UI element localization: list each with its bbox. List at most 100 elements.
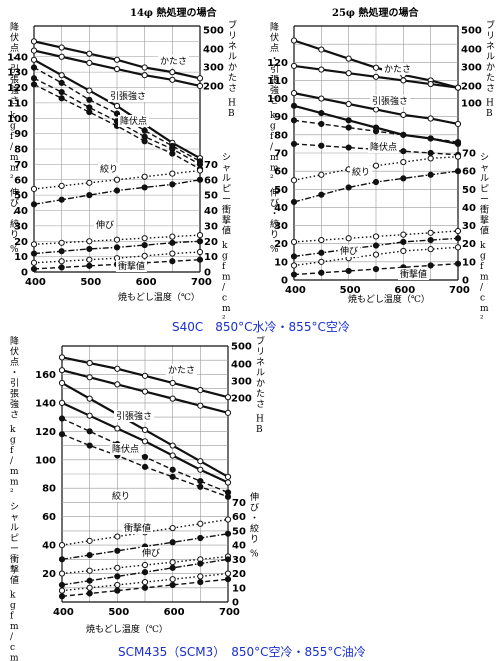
series-2-point-2 xyxy=(86,87,93,94)
right2-tick-20: 20 xyxy=(462,239,476,250)
hardness-label-char: リ xyxy=(486,32,495,42)
series-6-point-6 xyxy=(196,167,204,174)
left-label-char: k xyxy=(10,111,16,121)
left-label-char: m xyxy=(10,654,19,661)
series-7-point-6 xyxy=(224,530,232,537)
x-tick-400: 400 xyxy=(53,607,74,618)
series-6-point-3 xyxy=(113,176,121,183)
left-tick-20: 20 xyxy=(14,237,28,248)
hardness-label-char: た xyxy=(228,73,237,84)
left-label-char: 点 xyxy=(10,357,19,368)
series-2-point-2 xyxy=(345,100,352,108)
right2-label-char: 撃 xyxy=(222,214,231,226)
left-label-char: f xyxy=(10,446,14,456)
series-11-point-5 xyxy=(427,262,434,269)
series-8-point-3 xyxy=(113,236,121,243)
series-label-3: 絞り xyxy=(352,166,370,178)
left-label-char: 点 xyxy=(10,43,19,54)
left-label-char: g xyxy=(270,122,276,132)
series-1-point-2 xyxy=(114,381,121,388)
hardness-label-char: か xyxy=(256,378,265,389)
left-label-char: k xyxy=(10,591,16,601)
series-label-2: 降伏点 xyxy=(112,443,139,455)
hardness-tick-400: 400 xyxy=(231,360,252,371)
series-8-point-0 xyxy=(30,241,38,248)
left-label-char: 引 xyxy=(10,378,19,389)
series-8-point-1 xyxy=(58,239,65,246)
right2-label-char: シ xyxy=(222,153,231,163)
series-3-point-4 xyxy=(141,127,148,134)
series-8-point-5 xyxy=(427,229,434,236)
right2-tick-10: 10 xyxy=(462,257,476,268)
series-11-point-1 xyxy=(318,269,325,276)
series-0-point-3 xyxy=(372,64,380,71)
series-1-point-4 xyxy=(400,77,407,84)
left-label-char: ² xyxy=(270,174,274,184)
hardness-tick-100: 100 xyxy=(461,99,482,110)
series-9-point-5 xyxy=(169,239,176,246)
chart-3-x-ticks: 400 500 600 700 xyxy=(53,607,240,618)
right2-tick-40: 40 xyxy=(232,541,246,552)
left-label-char: ャ xyxy=(10,513,19,523)
left-label-char: ・ xyxy=(10,210,19,220)
left-label-char: り xyxy=(270,230,279,241)
series-label-bg-2 xyxy=(110,443,141,455)
series-7-point-6 xyxy=(196,176,204,183)
series-4-point-5 xyxy=(197,478,204,485)
series-6-point-5 xyxy=(197,520,204,527)
series-9-point-5 xyxy=(427,236,434,244)
series-5-point-0 xyxy=(30,81,38,88)
left-label-char: 強 xyxy=(10,398,19,410)
right2-label-char: ー xyxy=(480,195,489,205)
series-label-bg-2 xyxy=(368,141,399,153)
series-10-point-1 xyxy=(58,258,65,265)
right2-tick-10: 10 xyxy=(232,583,246,594)
left-tick-60: 60 xyxy=(14,175,28,186)
series-4-point-1 xyxy=(318,120,325,128)
hardness-label-char: た xyxy=(486,73,495,84)
series-10-point-2 xyxy=(114,581,121,589)
left-label-char: % xyxy=(10,245,19,255)
series-8-point-3 xyxy=(372,233,380,240)
series-2-point-3 xyxy=(372,106,380,113)
series-1-point-6 xyxy=(196,82,204,90)
left-tick-70: 70 xyxy=(14,160,28,171)
series-1-point-1 xyxy=(58,53,65,60)
series-1-point-2 xyxy=(86,59,93,67)
series-label-1: 引張強さ xyxy=(372,95,408,107)
right2-label-char: ー xyxy=(222,195,231,205)
left-label-char: ² xyxy=(10,174,14,184)
x-tick-700: 700 xyxy=(449,285,470,296)
x-tick-400: 400 xyxy=(25,277,46,288)
series-9-point-6 xyxy=(454,235,462,242)
series-3-point-2 xyxy=(114,425,121,432)
series-5-point-0 xyxy=(58,431,66,438)
series-9-point-1 xyxy=(58,248,65,255)
series-label-bg-5 xyxy=(398,268,429,280)
left-label-char: 引 xyxy=(270,64,279,75)
series-11-point-1 xyxy=(86,590,93,597)
series-11-point-3 xyxy=(372,266,380,273)
left-label-char: ピ xyxy=(10,533,19,544)
left-tick-10: 10 xyxy=(14,252,28,263)
series-9-point-3 xyxy=(372,242,380,249)
left-label-char: ・ xyxy=(270,55,279,65)
left-label-char: k xyxy=(10,425,16,435)
left-label-char: 伏 xyxy=(270,32,279,44)
series-3-point-1 xyxy=(86,412,93,419)
chart-3-left-ticks: 20 40 60 80 100 120 140 160 xyxy=(35,370,56,580)
caption-bottom: SCM435（SCM3） 850°C空冷・855°C油冷 xyxy=(118,645,366,659)
right2-label-char: ・ xyxy=(250,514,259,524)
series-0-point-0 xyxy=(290,37,298,44)
series-6-point-0 xyxy=(58,542,66,549)
series-2-point-6 xyxy=(454,120,462,128)
series-9-point-0 xyxy=(290,253,298,260)
x-tick-500: 500 xyxy=(340,285,361,296)
series-10-point-0 xyxy=(290,262,298,269)
series-9-point-0 xyxy=(30,250,38,257)
left-label-char: g xyxy=(10,122,16,132)
left-tick-90: 90 xyxy=(14,129,28,140)
series-1-point-4 xyxy=(169,395,176,402)
series-11-point-5 xyxy=(169,258,176,265)
